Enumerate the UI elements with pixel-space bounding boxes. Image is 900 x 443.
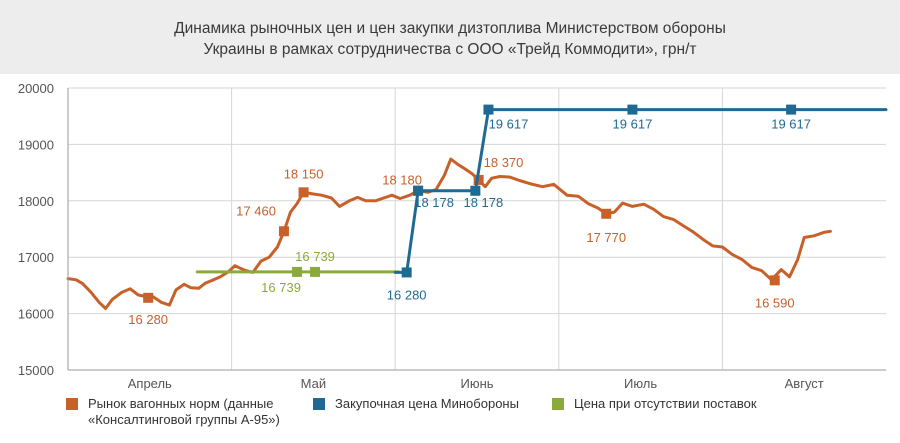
market-marker — [769, 275, 780, 286]
market-marker — [298, 187, 309, 198]
market-data-label: 18 150 — [284, 166, 324, 181]
y-tick-label: 19000 — [18, 137, 54, 152]
mod-legend-label: Закупочная цена Минобороны — [335, 396, 519, 411]
market-legend-swatch — [66, 398, 78, 410]
mod-marker — [483, 104, 494, 115]
y-tick-label: 20000 — [18, 81, 54, 96]
mod-data-label: 19 617 — [489, 117, 529, 132]
y-tick-label: 17000 — [18, 250, 54, 265]
mod-legend-swatch — [313, 398, 325, 410]
x-tick-label: Июнь — [460, 376, 493, 391]
nosupply-marker — [292, 266, 303, 277]
x-tick-label: Август — [785, 376, 824, 391]
mod-data-label: 18 178 — [463, 195, 503, 210]
x-tick-label: Май — [301, 376, 326, 391]
nosupply-data-label: 16 739 — [261, 280, 301, 295]
market-line — [66, 157, 832, 310]
series — [66, 104, 888, 310]
market-data-label: 16 280 — [128, 312, 168, 327]
mod-marker — [786, 104, 797, 115]
market-legend-label: «Консалтинговой группы А-95») — [88, 412, 280, 427]
grid — [68, 87, 886, 370]
chart-title-line-2: Украины в рамках сотрудничества с ООО «Т… — [203, 41, 697, 58]
mod-marker — [401, 267, 412, 278]
nosupply-data-label: 16 739 — [295, 249, 335, 264]
mod-data-label: 19 617 — [771, 117, 811, 132]
market-data-label: 16 590 — [755, 295, 795, 310]
legend: Рынок вагонных норм (данные«Консалтингов… — [66, 396, 757, 427]
data-labels: 16 280 17 460 18 150 18 180 18 370 17 770 16 5… — [128, 117, 811, 327]
market-data-label: 18 180 — [382, 173, 422, 188]
market-legend-label: Рынок вагонных норм (данные — [88, 396, 273, 411]
mod-data-label: 18 178 — [414, 195, 454, 210]
market-marker — [278, 226, 289, 237]
mod-marker — [413, 185, 424, 196]
x-tick-label: Июль — [624, 376, 657, 391]
mod-marker — [470, 185, 481, 196]
y-tick-label: 15000 — [18, 363, 54, 378]
market-data-label: 17 460 — [236, 203, 276, 218]
title-band — [0, 0, 900, 74]
nosupply-legend-label: Цена при отсутствии поставок — [574, 396, 757, 411]
y-tick-label: 18000 — [18, 194, 54, 209]
nosupply-legend-swatch — [552, 398, 564, 410]
market-marker — [601, 208, 612, 219]
mod-marker — [627, 104, 638, 115]
mod-data-label: 19 617 — [613, 117, 653, 132]
x-tick-label: Апрель — [128, 376, 172, 391]
y-tick-label: 16000 — [18, 307, 54, 322]
market-marker — [143, 292, 154, 303]
chart-title-line-1: Динамика рыночных цен и цен закупки дизт… — [174, 20, 726, 37]
mod-data-label: 16 280 — [387, 287, 427, 302]
axes: 15000 16000 17000 18000 19000 20000 Апрель Май И… — [18, 81, 886, 391]
mod-line — [393, 108, 888, 274]
market-data-label: 18 370 — [484, 155, 524, 170]
nosupply-marker — [310, 266, 321, 277]
market-data-label: 17 770 — [586, 230, 626, 245]
